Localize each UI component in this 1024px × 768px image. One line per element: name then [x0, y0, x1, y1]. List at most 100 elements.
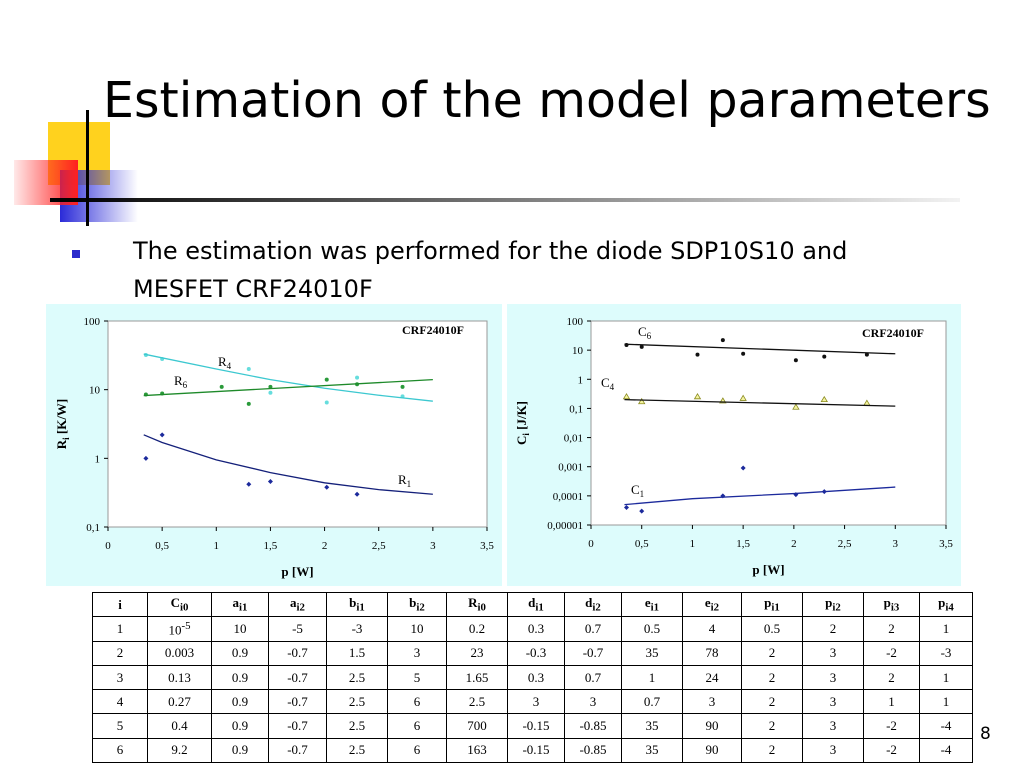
y-axis-title-part: [J/K] [514, 401, 529, 433]
table-cell: 3 [802, 664, 864, 691]
table-cell: -5 [268, 616, 327, 642]
table-cell: 0.3 [507, 616, 565, 642]
table-cell: -3 [919, 640, 973, 666]
cell-text: d [528, 595, 536, 611]
cell-text: C [170, 595, 180, 611]
table-cell: 6 [387, 737, 447, 764]
table-cell: 1 [919, 664, 973, 691]
y-tick-label: 0,0001 [553, 491, 583, 503]
cell-subscript: i2 [296, 601, 305, 614]
series-label-sub: 4 [610, 382, 615, 392]
x-tick-label: 2,5 [372, 540, 386, 552]
table-cell: 2 [802, 616, 864, 642]
plot-area [107, 320, 488, 528]
cell-subscript: i0 [179, 601, 189, 614]
page-number: 8 [980, 724, 991, 744]
table-cell: 3 [507, 689, 565, 715]
data-point [246, 366, 251, 371]
table-cell: 1.5 [326, 640, 388, 666]
x-tick-label: 0,5 [635, 538, 649, 550]
fit-line [143, 378, 433, 397]
cell-superscript: -5 [181, 619, 191, 632]
table-cell: 0.9 [211, 689, 269, 715]
series-label-name: R [174, 373, 183, 388]
cell-text: p [883, 595, 891, 611]
header-cell: pi4 [919, 591, 973, 618]
table-cell: 0.13 [147, 664, 212, 691]
data-point [622, 393, 631, 400]
table-cell: 3 [387, 640, 447, 666]
x-tick-label: 1,5 [736, 538, 750, 550]
table-cell: -0.85 [564, 713, 622, 739]
y-axis-title-sub: i [61, 437, 71, 440]
data-point [354, 491, 360, 497]
table-cell: 2 [741, 664, 803, 691]
table-cell: 3 [682, 689, 742, 715]
fit-line [624, 399, 896, 407]
data-point [693, 393, 702, 400]
data-point [793, 358, 798, 363]
y-axis-title-part: C [514, 436, 529, 445]
table-cell: -0.7 [268, 737, 327, 764]
x-tick-label: 0,5 [155, 540, 169, 552]
table-cell: 23 [446, 640, 508, 666]
x-tick-label: 1 [690, 538, 696, 550]
header-cell: di1 [507, 591, 565, 618]
table-cell: 90 [682, 737, 742, 764]
table-cell: 0.4 [147, 713, 212, 739]
table-cell: -2 [863, 737, 920, 764]
table-cell: 2 [863, 616, 920, 642]
chart-annotation: CRF24010F [862, 326, 924, 340]
bullet-line: MESFET CRF24010F [133, 275, 373, 303]
y-tick-label: 1 [578, 374, 584, 386]
series-label: C4 [601, 375, 615, 392]
data-point [268, 384, 273, 389]
y-tick-label: 10 [89, 385, 101, 397]
table-row: 6 9.2 0.9 -0.7 2.5 6 163 -0.15 -0.85 35 90 2 3 -2 -4 [92, 737, 973, 764]
y-axis-title-sub: i [521, 433, 531, 436]
table-cell: 2 [92, 640, 148, 666]
data-point [820, 395, 828, 403]
table-cell: 0.7 [564, 616, 622, 642]
y-tick-label: 0,1 [569, 403, 583, 415]
x-tick-label: 2,5 [838, 538, 852, 550]
cell-text: a [290, 595, 297, 611]
x-tick-label: 3 [893, 538, 899, 550]
series-label-sub: 4 [227, 361, 232, 371]
series-label: R4 [218, 354, 232, 371]
cell-text: d [585, 595, 593, 611]
table-cell: -0.7 [268, 713, 327, 739]
table-cell: 0.9 [211, 664, 269, 691]
bullet-marker [72, 250, 80, 258]
cell-subscript: i2 [710, 601, 720, 614]
y-tick-label: 0,00001 [547, 520, 583, 532]
header-cell: ai1 [211, 591, 269, 618]
table-cell: 4 [682, 616, 742, 642]
data-point [324, 377, 329, 382]
table-cell: 0.9 [211, 640, 269, 666]
series-label: C6 [638, 324, 652, 341]
y-axis-title-part: [K/W] [54, 399, 69, 438]
table-cell: 0.9 [211, 713, 269, 739]
series-label-name: C [601, 375, 610, 390]
y-tick-label: 10 [572, 345, 584, 357]
cell-subscript: i2 [416, 601, 425, 614]
header-cell: Ri0 [446, 591, 508, 618]
cell-text: a [232, 595, 240, 611]
data-point [739, 394, 747, 401]
cell-subscript: i3 [890, 601, 900, 614]
fit-line [624, 486, 896, 506]
header-cell: i [92, 591, 148, 618]
series-label-name: R [218, 354, 227, 369]
x-tick-label: 3,5 [939, 538, 953, 550]
table-row: 1 10-5 10 -5 -3 10 0.2 0.3 0.7 0.5 4 0.5 2 2 1 [92, 616, 973, 642]
data-point [822, 354, 827, 359]
data-point [740, 465, 746, 471]
header-cell: pi1 [741, 591, 803, 618]
y-axis-title-part: R [54, 439, 69, 449]
table-cell: 2 [741, 713, 803, 739]
deco-line [86, 110, 89, 226]
table-cell: 2 [741, 737, 803, 764]
